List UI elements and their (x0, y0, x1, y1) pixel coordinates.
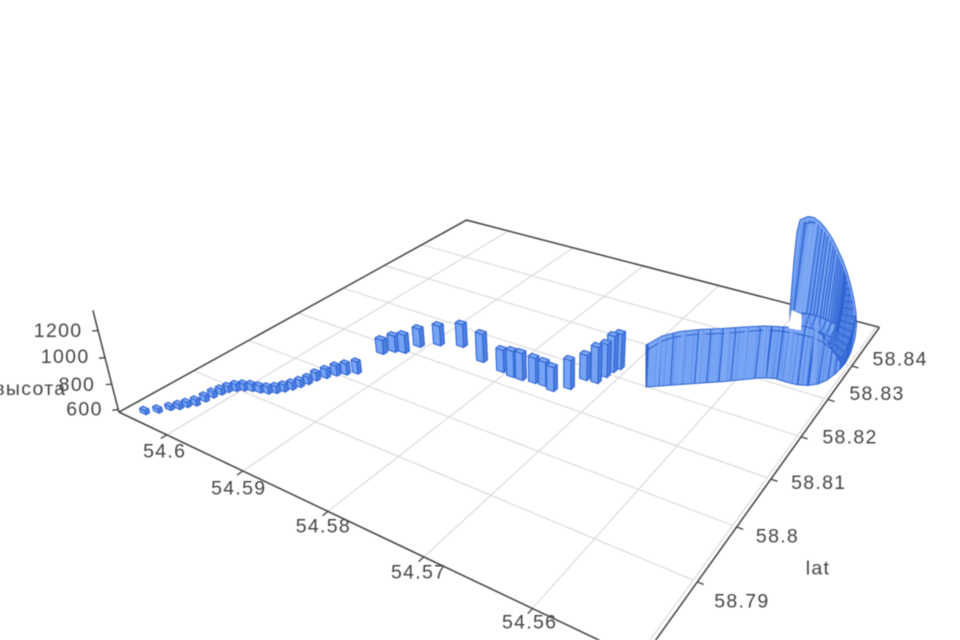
svg-text:54.56: 54.56 (502, 611, 557, 633)
svg-text:58.8: 58.8 (756, 526, 799, 548)
svg-text:600: 600 (66, 398, 102, 420)
svg-text:1200: 1200 (34, 320, 83, 342)
svg-text:58.82: 58.82 (822, 427, 877, 449)
svg-text:58.79: 58.79 (714, 590, 769, 612)
svg-text:54.59: 54.59 (211, 478, 266, 500)
svg-text:54.58: 54.58 (296, 515, 351, 537)
svg-text:58.83: 58.83 (849, 383, 904, 405)
svg-text:800: 800 (59, 374, 95, 396)
svg-text:58.81: 58.81 (791, 472, 846, 494)
svg-text:58.84: 58.84 (873, 349, 928, 371)
svg-text:1000: 1000 (41, 346, 90, 368)
svg-text:высота: высота (0, 378, 66, 400)
svg-text:54.57: 54.57 (391, 561, 446, 583)
svg-text:54.6: 54.6 (143, 441, 186, 463)
svg-text:lat: lat (806, 558, 831, 580)
